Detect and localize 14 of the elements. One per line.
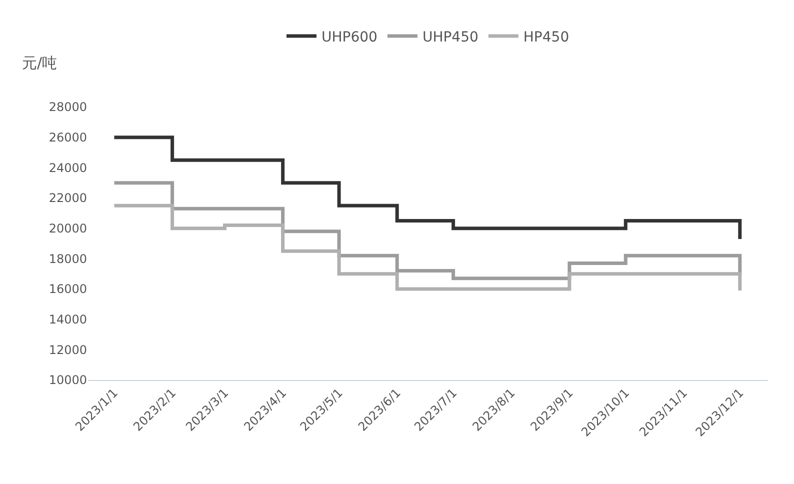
y-tick-label: 12000 xyxy=(48,342,87,357)
y-tick-label: 28000 xyxy=(48,100,87,114)
legend-label: UHP600 xyxy=(322,29,378,46)
y-axis-title: 元/吨 xyxy=(22,54,58,72)
legend-label: UHP450 xyxy=(422,29,478,46)
y-tick-label: 16000 xyxy=(48,282,87,296)
y-tick-label: 24000 xyxy=(48,160,87,175)
y-tick-label: 22000 xyxy=(48,191,87,206)
legend-label: HP450 xyxy=(523,29,570,46)
y-tick-label: 20000 xyxy=(48,222,87,236)
y-tick-label: 26000 xyxy=(48,130,87,145)
y-tick-label: 14000 xyxy=(48,312,87,327)
y-tick-label: 10000 xyxy=(48,373,87,388)
y-tick-label: 18000 xyxy=(48,252,87,266)
